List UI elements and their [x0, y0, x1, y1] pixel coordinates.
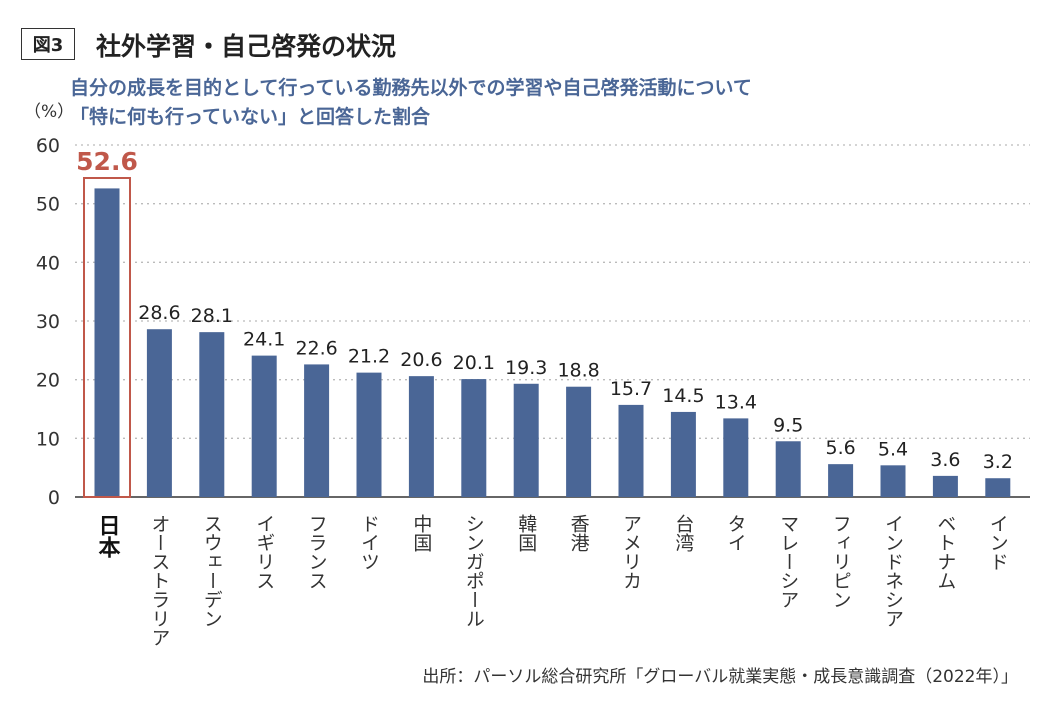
- category-label: 中国: [410, 514, 432, 552]
- subtitle-line-1: 自分の成長を目的として行っている勤務先以外での学習や自己啓発活動について: [70, 77, 752, 99]
- bar: [461, 379, 487, 497]
- data-label: 20.6: [400, 349, 442, 371]
- category-label: 香港: [568, 514, 590, 552]
- data-label: 28.1: [191, 305, 233, 327]
- y-tick-label: 50: [36, 194, 60, 216]
- data-label: 15.7: [610, 378, 652, 400]
- category-label: 日本: [95, 514, 121, 558]
- chart-title: 社外学習・自己啓発の状況: [96, 32, 397, 61]
- y-tick-label: 0: [48, 487, 60, 509]
- data-label: 5.6: [825, 437, 855, 459]
- bar: [304, 364, 330, 497]
- category-label: ベトナム: [934, 514, 956, 590]
- bar: [408, 376, 434, 497]
- bar: [670, 411, 696, 497]
- data-label: 13.4: [715, 391, 757, 413]
- data-label: 18.8: [557, 360, 599, 382]
- category-label: アメリカ: [620, 514, 642, 590]
- category-label: フランス: [306, 514, 328, 590]
- y-tick-label: 60: [36, 135, 60, 157]
- category-label: タイ: [725, 514, 747, 552]
- bar: [356, 372, 382, 497]
- bar: [146, 329, 172, 497]
- y-tick-label: 30: [36, 311, 60, 333]
- category-label: 韓国: [515, 514, 537, 552]
- data-label: 3.2: [983, 451, 1013, 473]
- category-label: マレーシア: [777, 514, 799, 609]
- y-tick-label: 40: [36, 252, 60, 274]
- data-label: 3.6: [930, 449, 960, 471]
- y-axis-unit: （%）: [24, 102, 75, 122]
- bar: [723, 418, 749, 497]
- data-label: 22.6: [295, 337, 337, 359]
- highlight-box: [83, 177, 131, 498]
- bar: [199, 332, 225, 497]
- data-label: 14.5: [662, 385, 704, 407]
- category-label: インドネシア: [882, 514, 904, 628]
- data-label: 21.2: [348, 346, 390, 368]
- category-label: シンガポール: [463, 514, 485, 628]
- category-label: フィリピン: [830, 514, 852, 609]
- category-label: イギリス: [253, 514, 275, 590]
- category-label: スウェーデン: [201, 514, 223, 628]
- category-label: 台湾: [672, 514, 694, 553]
- bar: [932, 475, 958, 497]
- data-label: 9.5: [773, 414, 803, 436]
- figure-label: 図3: [21, 28, 75, 60]
- category-label: オーストラリア: [148, 514, 170, 647]
- y-tick-label: 10: [36, 428, 60, 450]
- data-label: 24.1: [243, 329, 285, 351]
- data-label: 52.6: [76, 147, 138, 176]
- bar: [618, 404, 644, 497]
- bar: [828, 464, 854, 497]
- category-label: ドイツ: [358, 514, 380, 571]
- bar: [775, 441, 801, 497]
- source-note: 出所：パーソル総合研究所「グローバル就業実態・成長意識調査（2022年）」: [422, 667, 1018, 687]
- data-label: 19.3: [505, 357, 547, 379]
- bar: [94, 188, 120, 497]
- bar: [513, 383, 539, 497]
- data-label: 28.6: [138, 302, 180, 324]
- data-label: 20.1: [453, 352, 495, 374]
- bar: [566, 386, 592, 497]
- bar: [880, 465, 906, 497]
- bar: [985, 478, 1011, 497]
- subtitle-line-2: 「特に何も行っていない」と回答した割合: [70, 106, 431, 128]
- category-label: インド: [987, 514, 1009, 571]
- y-tick-label: 20: [36, 370, 60, 392]
- data-label: 5.4: [878, 438, 908, 460]
- bar: [251, 355, 277, 497]
